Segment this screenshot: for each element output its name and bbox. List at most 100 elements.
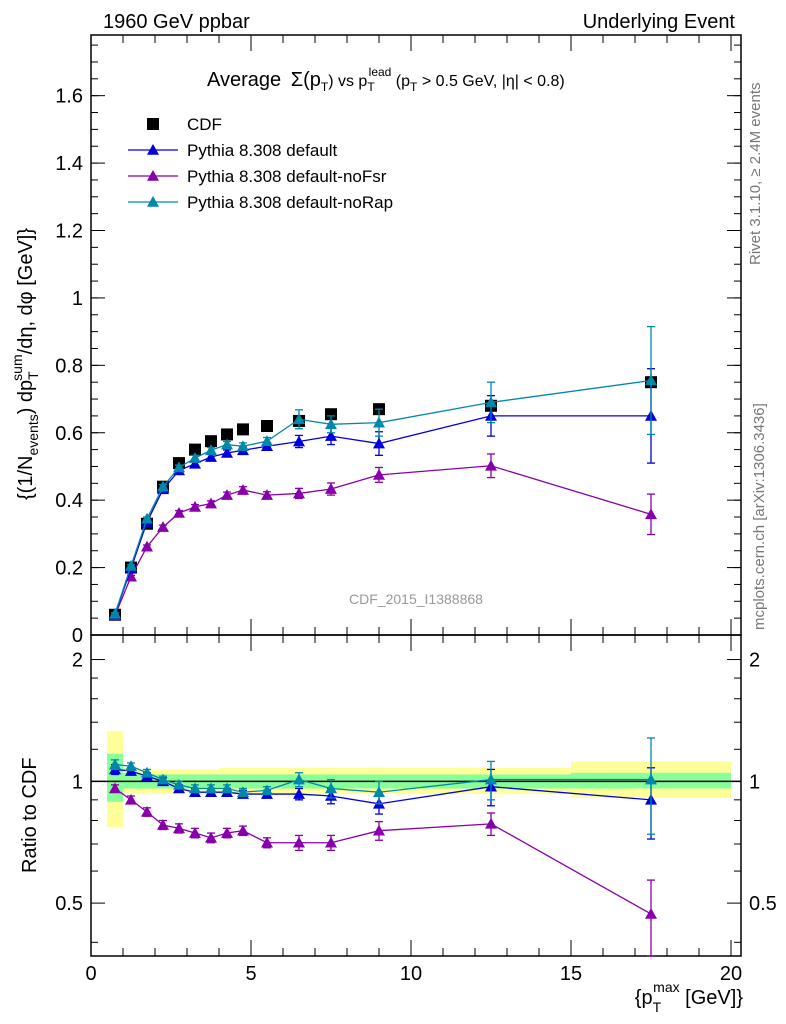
nofsr-ratio-point [325,836,337,848]
nofsr-point [141,540,153,552]
norap-ratio-point [373,786,385,797]
cdf-point [221,428,233,441]
nofsr-point [373,468,385,480]
nofsr-ratio-point [373,824,385,836]
nofsr-point [261,489,273,500]
norap-ratio-point [109,758,121,770]
norap-point [373,416,385,428]
ratio-y-tick-label-left: 1 [72,771,83,793]
x-tick-label: 10 [400,963,422,985]
main-plot: 0 0.2 0.4 0.6 0.8 1 1.2 1.4 1.6 [55,34,742,647]
nofsr-ratio-point [237,824,249,836]
norap-ratio-point [173,778,185,790]
header-left: 1960 GeV ppbar [103,11,250,33]
default-point [373,437,385,449]
norap-point [645,374,657,386]
nofsr-point [205,497,217,509]
norap-point [173,461,185,473]
nofsr-point [237,484,249,495]
norap-ratio-point [325,782,337,794]
norap-point [109,607,121,619]
plot-title: Average Σ(pT) vs pTlead (pT > 0.5 GeV, |… [207,65,565,94]
ratio-plot: 0 5 10 15 200.5 0.51 12 2 [55,35,777,985]
cdf-point [189,443,201,456]
x-tick-label: 20 [720,963,742,985]
main-y-tick-label: 0 [72,625,83,647]
norap-point [485,396,497,408]
default-ratio-point [293,788,305,799]
nofsr-ratio-point [157,818,169,830]
norap-ratio-point [205,782,217,794]
nofsr-ratio-point [125,793,137,805]
main-y-tick-label: 1.2 [55,221,83,243]
norap-ratio-point [485,773,497,785]
norap-point [237,440,249,452]
nofsr-ratio-point [205,831,217,843]
rivet-label: Rivet 3.1.10, ≥ 2.4M events [747,83,764,266]
legend-label-cdf: CDF [187,115,222,134]
norap-ratio-point [237,786,249,797]
norap-point [141,512,153,524]
main-y-tick-label: 1 [72,288,83,310]
norap-ratio-point [221,782,233,794]
nofsr-ratio-point [645,907,657,919]
analysis-id: CDF_2015_I1388868 [349,591,483,607]
norap-point [205,444,217,456]
norap-point [125,559,137,571]
nofsr-point [293,487,305,499]
cdf-point [237,423,249,436]
x-tick-label: 0 [85,963,96,985]
norap-ratio-point [189,782,201,794]
default-point [325,430,337,441]
nofsr-ratio-point [221,827,233,838]
ratio-y-tick-label-right: 1 [749,771,760,793]
norap-point [189,452,201,463]
nofsr-ratio-point [109,782,121,794]
legend-marker-nofsr [147,170,159,181]
norap-ratio-point [293,773,305,785]
legend-marker-default [147,144,159,155]
nofsr-ratio-point [485,817,497,829]
nofsr-ratio-point [173,822,185,834]
nofsr-ratio-point [261,836,273,848]
norap-ratio-point [261,784,273,796]
ratio-y-tick-label-left: 0.5 [55,893,83,915]
main-y-tick-label: 0.6 [55,423,83,445]
main-y-tick-label: 0.4 [55,490,83,512]
nofsr-point [645,508,657,520]
norap-ratio-point [157,773,169,785]
legend-marker-cdf [147,118,159,130]
norap-ratio-point [141,766,153,778]
legend: CDF Pythia 8.308 default Pythia 8.308 defa… [128,115,393,212]
nofsr-point [325,483,337,494]
norap-point [261,435,273,446]
nofsr-point [189,500,201,512]
cdf-point [261,420,273,433]
ratio-y-tick-label-right: 0.5 [749,893,777,915]
cdf-point [205,435,217,448]
header-right: Underlying Event [583,11,736,33]
legend-label-default: Pythia 8.308 default [187,141,338,160]
main-y-tick-label: 0.2 [55,558,83,580]
nofsr-ratio-point [293,836,305,848]
ratio-y-tick-label-left: 2 [72,650,83,672]
legend-label-norap: Pythia 8.308 default-noRap [187,193,393,212]
norap-point [325,418,337,430]
norap-point [221,438,233,450]
norap-ratio-point [645,773,657,785]
norap-point [293,413,305,425]
main-y-tick-label: 1.6 [55,86,83,108]
ratio-frame [90,634,742,957]
default-point [221,446,233,458]
x-tick-label: 5 [245,963,256,985]
norap-ratio-point [125,760,137,771]
default-point [189,457,201,469]
ratio-ylabel: Ratio to CDF [19,757,41,873]
nofsr-point [157,521,169,532]
cdf-point [325,408,337,421]
mcplots-label: mcplots.cern.ch [arXiv:1306.3436] [751,403,768,630]
main-ylabel: {(1/Nevents) dpTsum/dη, dφ [GeV]} [9,228,41,500]
nofsr-ratio-point [189,827,201,838]
ratio-y-tick-label-right: 2 [749,650,760,672]
